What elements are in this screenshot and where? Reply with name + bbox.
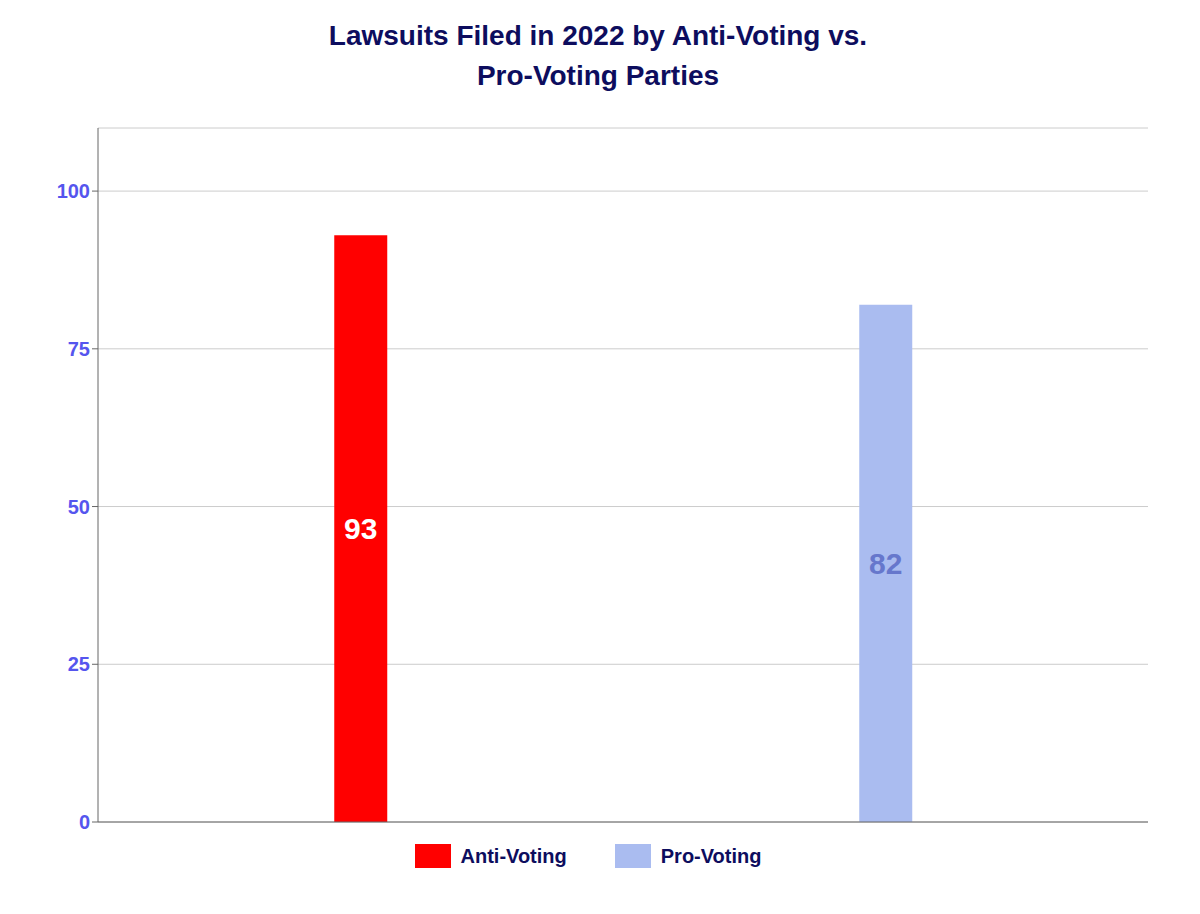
svg-text:25: 25 bbox=[68, 653, 90, 675]
svg-text:82: 82 bbox=[869, 547, 902, 580]
svg-text:100: 100 bbox=[57, 180, 90, 202]
svg-text:75: 75 bbox=[68, 338, 90, 360]
svg-text:0: 0 bbox=[79, 811, 90, 833]
html-text:Pro-Voting Parties: Pro-Voting Parties bbox=[476, 60, 720, 91]
html-text:Anti-Voting: Anti-Voting bbox=[460, 844, 567, 867]
html-text:Lawsuits Filed in 2022 by Anti: Lawsuits Filed in 2022 by Anti-Voting vs… bbox=[328, 20, 868, 51]
svg-text:50: 50 bbox=[68, 496, 90, 518]
svg-text:93: 93 bbox=[344, 512, 377, 545]
html-text:Pro-Voting: Pro-Voting bbox=[660, 844, 762, 867]
